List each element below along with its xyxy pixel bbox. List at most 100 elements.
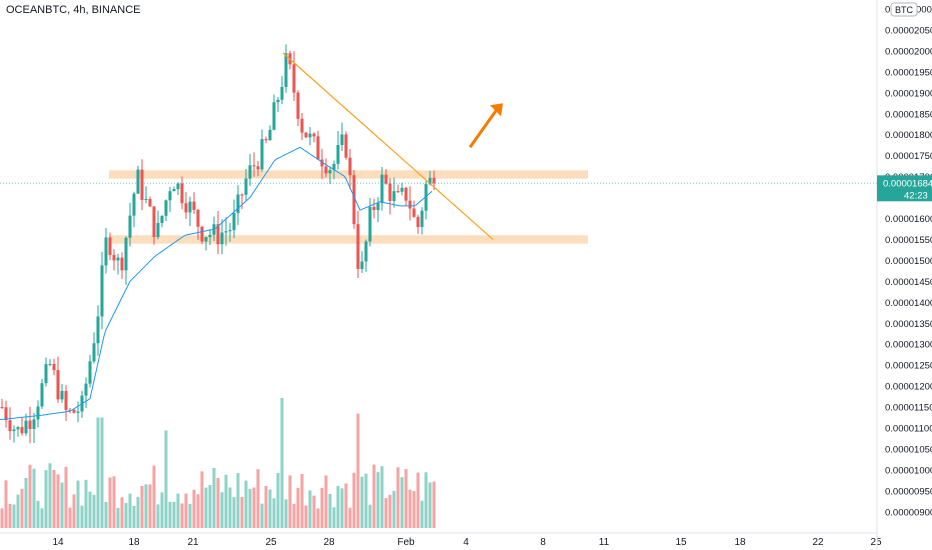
candle-body [280,86,284,100]
candle-body [180,183,184,204]
volume-bar [124,502,128,528]
candle-body [152,206,156,237]
candle-body [216,224,220,245]
candle-body [376,202,380,211]
volume-bar [312,495,316,528]
price-tick-label: 0.00001800 [885,130,932,141]
volume-bar [176,493,180,528]
volume-bar [220,492,224,528]
volume-bar [404,469,408,528]
time-axis[interactable]: 14 18 21 25 28 Feb 4 8 11 15 18 22 25 [0,532,882,548]
volume-bar [356,413,360,528]
candle-body [308,133,312,138]
candle-body [260,139,264,170]
candle-body [192,201,196,210]
candle-body [44,364,48,384]
candle-body [408,200,412,209]
up-arrow-icon[interactable] [468,103,503,149]
volume-bar [12,504,16,528]
candle-body [272,102,276,130]
volume-bar [156,504,160,528]
candle-body [344,134,348,158]
price-tick-label: 0.00001150 [885,403,932,414]
candle-body [24,420,28,434]
candle-body [268,129,272,141]
volume-bar [60,482,64,528]
volume-bar [32,468,36,528]
candle-body [380,174,384,203]
candle-body [56,370,60,400]
volume-bar [264,485,268,528]
price-tick-label: 0.00001250 [885,361,932,372]
volume-bar [300,474,304,528]
candle-body [84,383,88,396]
volume-bar [428,482,432,528]
time-tick-label: 14 [52,537,64,548]
price-axis[interactable]: 0.00000900 0.00000950 0.00001000 0.00001050… [876,0,932,550]
volume-bar [328,493,332,528]
price-tick-label: 0.00001600 [885,214,932,225]
candle-body [140,169,144,200]
volume-bar [408,489,412,528]
candle-body [276,99,280,103]
candle-body [136,169,140,194]
volume-bars [0,398,436,528]
descending-trendline[interactable] [282,52,494,240]
volume-bar [100,417,104,528]
volume-bar [108,477,112,528]
volume-bar [364,473,368,528]
volume-bar [160,492,164,528]
volume-bar [320,488,324,528]
price-tick-label: 0.00001300 [885,340,932,351]
candle-body [228,230,232,232]
candle-body [264,139,268,141]
price-tick-label: 0.00002050 [885,25,932,36]
candle-body [76,411,80,413]
candle-body [240,194,244,196]
volume-bar [96,417,100,528]
volume-bar [284,499,288,528]
volume-bar [116,507,120,528]
price-tick-label: 0.00001450 [885,277,932,288]
volume-bar [40,508,44,528]
candle-body [420,210,424,227]
candle-body [108,237,112,255]
candle-body [300,118,304,133]
candle-body [188,201,192,213]
volume-bar [92,494,96,528]
candle-body [36,406,40,420]
candle-body [412,208,416,217]
candle-body [164,200,168,216]
candle-body [52,363,56,371]
candle-body [256,166,260,170]
candle-body [132,193,136,216]
candle-body [204,237,208,242]
time-tick-label: Feb [397,537,415,548]
candle-body [116,257,120,261]
currency-badge[interactable] [890,2,918,17]
candle-body [104,237,108,266]
volume-bar [4,480,8,528]
volume-bar [392,490,396,528]
current-price-label: 0.00001684 [883,178,932,189]
volume-bar [412,491,416,528]
volume-bar [332,507,336,528]
candle-body [304,132,308,138]
candle-body [16,427,20,430]
candle-body [400,187,404,192]
volume-bar [344,483,348,528]
volume-bar [336,485,340,528]
candle-body [236,194,240,213]
candle-body [396,191,400,193]
volume-bar [396,467,400,528]
price-tick-label: 0.00001200 [885,382,932,393]
candle-body [220,232,224,245]
volume-bar [56,474,60,528]
volume-bar [76,480,80,528]
candle-body [148,198,152,207]
time-tick-label: 28 [323,537,335,548]
price-tick-label: 0.00000950 [885,486,932,497]
price-tick-label: 0.00001400 [885,298,932,309]
